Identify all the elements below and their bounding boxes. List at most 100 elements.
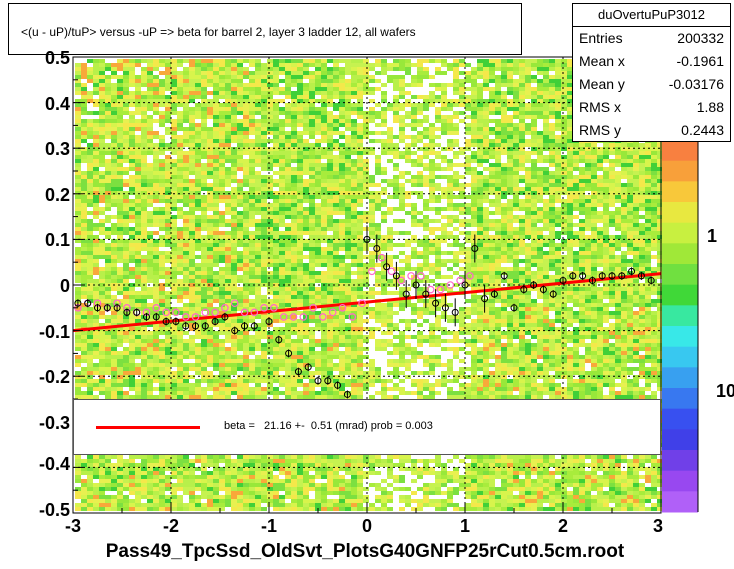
- heatmap-cell: [165, 59, 171, 63]
- heatmap-cell: [171, 479, 177, 483]
- heatmap-cell: [135, 131, 141, 135]
- heatmap-cell: [201, 267, 207, 271]
- heatmap-cell: [147, 315, 153, 319]
- heatmap-cell: [153, 191, 159, 195]
- heatmap-cell: [141, 391, 147, 395]
- heatmap-cell: [75, 491, 81, 495]
- heatmap-cell: [75, 323, 81, 327]
- heatmap-cell: [255, 375, 261, 379]
- heatmap-cell: [327, 139, 333, 143]
- heatmap-cell: [189, 219, 195, 223]
- heatmap-cell: [267, 495, 273, 499]
- heatmap-cell: [201, 323, 207, 327]
- heatmap-cell: [171, 171, 177, 175]
- heatmap-cell: [105, 455, 111, 459]
- heatmap-cell: [135, 371, 141, 375]
- heatmap-cell: [81, 59, 87, 63]
- heatmap-cell: [147, 255, 153, 259]
- heatmap-cell: [207, 323, 213, 327]
- heatmap-cell: [81, 123, 87, 127]
- heatmap-cell: [195, 71, 201, 75]
- heatmap-cell: [117, 71, 123, 75]
- heatmap-cell: [153, 195, 159, 199]
- heatmap-cell: [177, 235, 183, 239]
- heatmap-cell: [99, 187, 105, 191]
- heatmap-cell: [171, 287, 177, 291]
- heatmap-cell: [87, 175, 93, 179]
- heatmap-cell: [177, 339, 183, 343]
- heatmap-cell: [273, 471, 279, 475]
- heatmap-cell: [285, 371, 291, 375]
- heatmap-cell: [93, 307, 99, 311]
- heatmap-cell: [303, 303, 309, 307]
- heatmap-cell: [195, 391, 201, 395]
- heatmap-cell: [243, 235, 249, 239]
- heatmap-cell: [99, 211, 105, 215]
- heatmap-cell: [81, 243, 87, 247]
- heatmap-cell: [93, 331, 99, 335]
- heatmap-cell: [249, 463, 255, 467]
- heatmap-cell: [195, 155, 201, 159]
- heatmap-cell: [75, 319, 81, 323]
- heatmap-cell: [123, 391, 129, 395]
- heatmap-cell: [135, 271, 141, 275]
- heatmap-cell: [285, 287, 291, 291]
- heatmap-cell: [141, 379, 147, 383]
- heatmap-cell: [237, 211, 243, 215]
- heatmap-cell: [135, 187, 141, 191]
- heatmap-cell: [291, 207, 297, 211]
- heatmap-cell: [225, 203, 231, 207]
- heatmap-cell: [219, 103, 225, 107]
- heatmap-cell: [303, 79, 309, 83]
- heatmap-cell: [87, 379, 93, 383]
- heatmap-cell: [147, 171, 153, 175]
- heatmap-cell: [129, 299, 135, 303]
- heatmap-cell: [141, 79, 147, 83]
- heatmap-cell: [237, 347, 243, 351]
- heatmap-cell: [171, 295, 177, 299]
- heatmap-cell: [93, 227, 99, 231]
- heatmap-cell: [141, 231, 147, 235]
- heatmap-cell: [315, 395, 321, 399]
- heatmap-cell: [309, 127, 315, 131]
- heatmap-cell: [213, 279, 219, 283]
- heatmap-cell: [183, 339, 189, 343]
- heatmap-cell: [333, 355, 339, 359]
- heatmap-cell: [261, 375, 267, 379]
- heatmap-cell: [135, 99, 141, 103]
- heatmap-cell: [267, 383, 273, 387]
- heatmap-cell: [333, 75, 339, 79]
- heatmap-cell: [75, 199, 81, 203]
- heatmap-cell: [177, 263, 183, 267]
- heatmap-cell: [213, 391, 219, 395]
- heatmap-cell: [171, 383, 177, 387]
- heatmap-cell: [219, 339, 225, 343]
- heatmap-cell: [243, 503, 249, 507]
- heatmap-cell: [273, 463, 279, 467]
- heatmap-cell: [183, 487, 189, 491]
- heatmap-cell: [303, 327, 309, 331]
- heatmap-cell: [123, 111, 129, 115]
- heatmap-cell: [99, 227, 105, 231]
- heatmap-cell: [81, 507, 87, 511]
- heatmap-cell: [243, 351, 249, 355]
- heatmap-cell: [219, 79, 225, 83]
- heatmap-cell: [75, 159, 81, 163]
- heatmap-cell: [93, 103, 99, 107]
- heatmap-cell: [315, 291, 321, 295]
- heatmap-cell: [273, 271, 279, 275]
- heatmap-cell: [153, 347, 159, 351]
- heatmap-cell: [291, 167, 297, 171]
- heatmap-cell: [207, 395, 213, 399]
- heatmap-cell: [123, 151, 129, 155]
- heatmap-cell: [153, 203, 159, 207]
- heatmap-cell: [201, 83, 207, 87]
- heatmap-cell: [189, 263, 195, 267]
- heatmap-cell: [333, 483, 339, 487]
- heatmap-cell: [147, 151, 153, 155]
- heatmap-cell: [99, 115, 105, 119]
- heatmap-cell: [135, 375, 141, 379]
- heatmap-cell: [321, 499, 327, 503]
- heatmap-cell: [321, 83, 327, 87]
- heatmap-cell: [129, 251, 135, 255]
